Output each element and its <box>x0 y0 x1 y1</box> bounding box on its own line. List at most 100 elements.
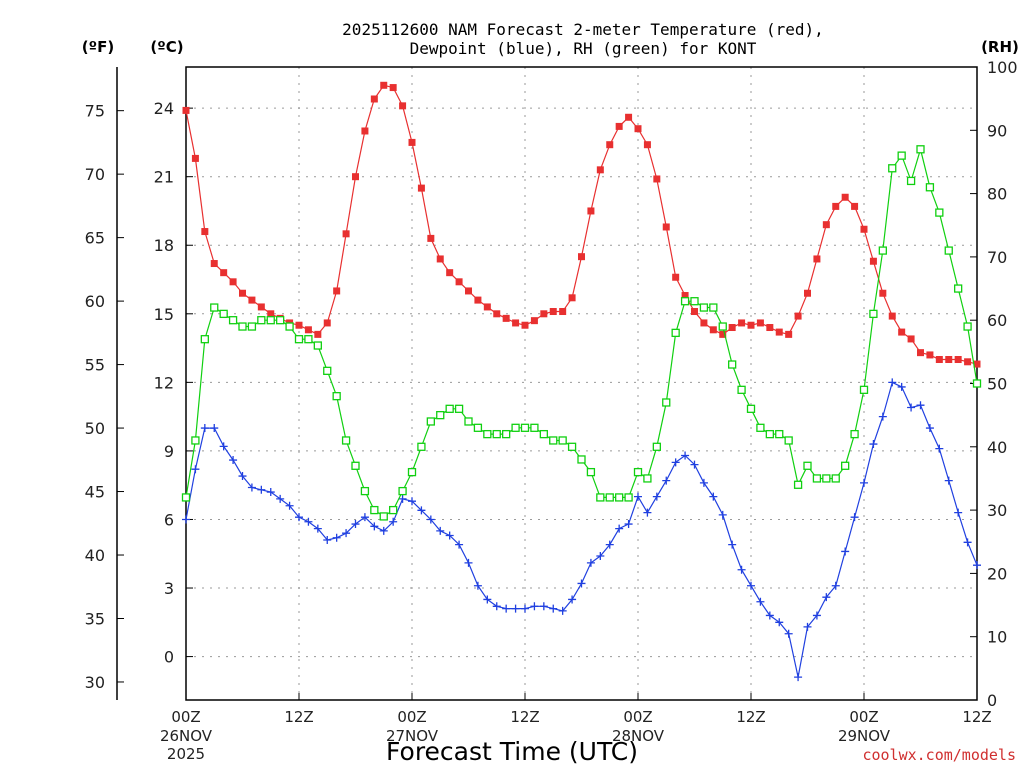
temperature-point <box>653 175 661 183</box>
rh-point <box>624 493 633 502</box>
rh-point <box>370 505 379 515</box>
dewpoint-point <box>916 401 925 410</box>
temperature-point <box>973 360 981 368</box>
dewpoint-point <box>521 604 529 613</box>
dewpoint-point <box>492 602 501 611</box>
temperature-point <box>907 335 915 343</box>
temperature-point <box>474 296 482 304</box>
temperature-point <box>239 289 246 297</box>
temperature-point <box>446 269 454 277</box>
rh-unit-label: (RH) <box>981 38 1019 56</box>
rh-point <box>379 512 388 521</box>
dewpoint-point <box>455 540 464 549</box>
rh-point <box>746 404 756 413</box>
fahrenheit-tick-label: 70 <box>85 165 105 184</box>
temperature-point <box>512 319 520 327</box>
rh-point <box>313 341 322 350</box>
rh-point <box>483 429 492 439</box>
temperature-point <box>389 84 397 92</box>
rh-point <box>737 385 746 394</box>
rh-tick-label: 40 <box>987 438 1007 457</box>
plot-area <box>181 81 982 682</box>
rh-point <box>181 493 191 502</box>
temperature-point <box>785 330 793 338</box>
fahrenheit-tick-label: 35 <box>85 609 105 628</box>
x-tick-label: 00Z <box>849 708 878 726</box>
rh-point <box>530 423 539 432</box>
rh-point <box>944 246 953 255</box>
dewpoint-point <box>586 558 595 567</box>
temperature-point <box>634 125 642 133</box>
temperature-point <box>229 278 237 286</box>
rh-tick-label: 20 <box>987 564 1007 583</box>
dewpoint-point <box>332 533 341 542</box>
dewpoint-point <box>860 478 868 487</box>
rh-point <box>680 297 690 306</box>
rh-point <box>191 436 200 445</box>
temperature-point <box>587 207 595 215</box>
dewpoint-point <box>238 472 247 481</box>
dewpoint-point <box>323 536 332 545</box>
celsius-tick-label: 9 <box>164 442 174 461</box>
celsius-unit-label: (ºC) <box>150 38 183 56</box>
temperature-point <box>408 138 416 146</box>
rh-point <box>247 322 257 331</box>
x-tick-label: 00Z <box>623 708 652 726</box>
temperature-point <box>333 287 341 295</box>
temperature-point <box>267 310 275 318</box>
rh-tick-label: 80 <box>987 185 1007 204</box>
temperature-point <box>323 319 331 327</box>
temperature-point <box>370 95 378 103</box>
dewpoint-point <box>530 602 539 611</box>
temperature-point <box>662 223 670 231</box>
dewpoint-point <box>634 492 642 501</box>
dewpoint-point <box>360 513 369 522</box>
rh-point <box>276 316 285 325</box>
temperature-point <box>615 122 623 130</box>
temperature-point <box>860 225 868 233</box>
x-axis-label: Forecast Time (UTC) <box>386 737 638 766</box>
celsius-tick-label: 0 <box>164 648 174 667</box>
rh-point <box>718 322 727 331</box>
rh-point <box>793 480 803 489</box>
rh-tick-label: 70 <box>987 248 1007 267</box>
rh-point <box>859 385 869 394</box>
temperature-point <box>361 127 369 135</box>
dewpoint-point <box>379 526 388 535</box>
temperature-point <box>822 221 830 229</box>
dewpoint-point <box>445 531 454 540</box>
temperature-point <box>201 228 209 236</box>
dewpoint-point <box>436 526 445 535</box>
dewpoint-point <box>398 494 407 503</box>
temperature-point <box>540 310 548 318</box>
fahrenheit-tick-label: 65 <box>85 229 105 248</box>
dewpoint-point <box>247 483 256 492</box>
dewpoint-point <box>925 424 934 433</box>
dewpoint-point <box>718 510 727 519</box>
rh-point <box>841 461 850 470</box>
temperature-point <box>257 303 265 311</box>
dewpoint-point <box>219 442 228 451</box>
rh-tick-label: 90 <box>987 121 1007 140</box>
dewpoint-point <box>417 506 426 515</box>
rh-point <box>238 322 247 331</box>
temperature-point <box>672 273 680 281</box>
temperature-point <box>945 356 953 364</box>
rh-point <box>210 303 219 312</box>
fahrenheit-unit-label: (ºF) <box>82 38 114 56</box>
dewpoint-point <box>539 602 548 611</box>
dewpoint-point <box>850 513 859 522</box>
celsius-tick-label: 18 <box>154 236 174 255</box>
dewpoint-point <box>596 552 605 561</box>
dewpoint-point <box>483 595 492 604</box>
dewpoint-point <box>652 492 661 501</box>
rh-tick-label: 0 <box>987 691 997 710</box>
dewpoint-point <box>822 593 831 602</box>
rh-point <box>662 398 671 407</box>
temperature-point <box>399 102 407 110</box>
temperature-point <box>342 230 350 238</box>
dewpoint-point <box>671 458 680 467</box>
fahrenheit-tick-label: 30 <box>85 673 105 692</box>
